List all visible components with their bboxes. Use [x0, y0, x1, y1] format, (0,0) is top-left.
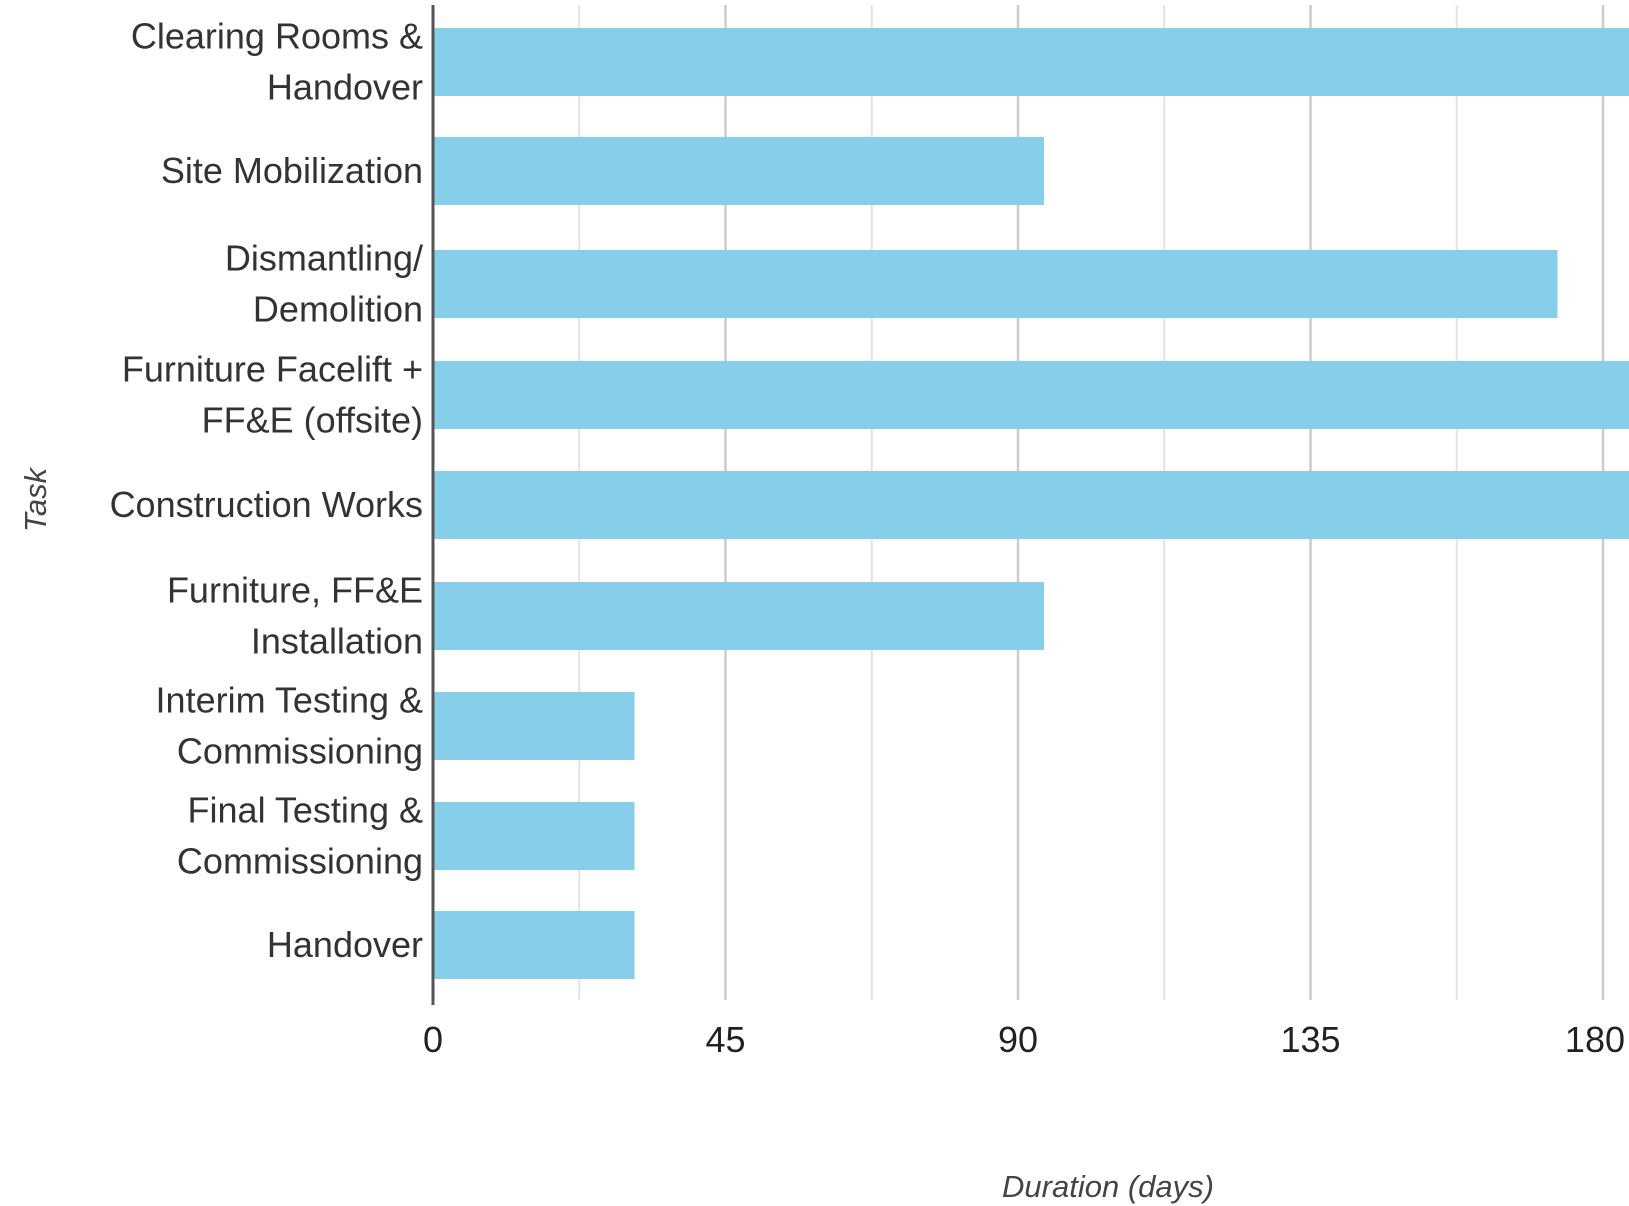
category-label: Final Testing & [188, 790, 423, 831]
category-label: FF&E (offsite) [202, 400, 423, 441]
category-label: Installation [251, 621, 423, 662]
bar-6 [433, 582, 1044, 650]
category-label: Furniture, FF&E [167, 570, 423, 611]
category-label: Construction Works [110, 484, 423, 525]
x-axis-title: Duration (days) [1002, 1169, 1214, 1204]
x-tick-label: 180 [1565, 1019, 1625, 1060]
category-label: Interim Testing & [156, 680, 423, 721]
category-label: Clearing Rooms & [131, 16, 423, 57]
bar-9 [433, 911, 635, 979]
label-layer: Clearing Rooms & Handover Site Mobilizatio… [110, 16, 423, 966]
bar-7 [433, 692, 635, 760]
bar-3 [433, 250, 1558, 318]
y-axis-title: Task [18, 466, 53, 532]
category-label: Site Mobilization [161, 150, 423, 191]
x-tick-label: 135 [1280, 1019, 1340, 1060]
tick-layer: 0 45 90 135 180 [423, 1019, 1625, 1060]
bar-1 [433, 28, 1629, 96]
x-tick-label: 45 [705, 1019, 745, 1060]
category-label: Handover [267, 924, 423, 965]
category-label: Commissioning [177, 731, 423, 772]
category-label: Demolition [253, 289, 423, 330]
category-label: Handover [267, 67, 423, 108]
category-label: Commissioning [177, 841, 423, 882]
category-label: Furniture Facelift + [122, 349, 423, 390]
bar-layer [433, 28, 1629, 979]
bar-4 [433, 361, 1629, 429]
x-tick-label: 90 [998, 1019, 1038, 1060]
bar-5 [433, 471, 1629, 539]
bar-2 [433, 137, 1044, 205]
category-label: Dismantling/ [225, 238, 423, 279]
x-tick-label: 0 [423, 1019, 443, 1060]
bar-8 [433, 802, 635, 870]
